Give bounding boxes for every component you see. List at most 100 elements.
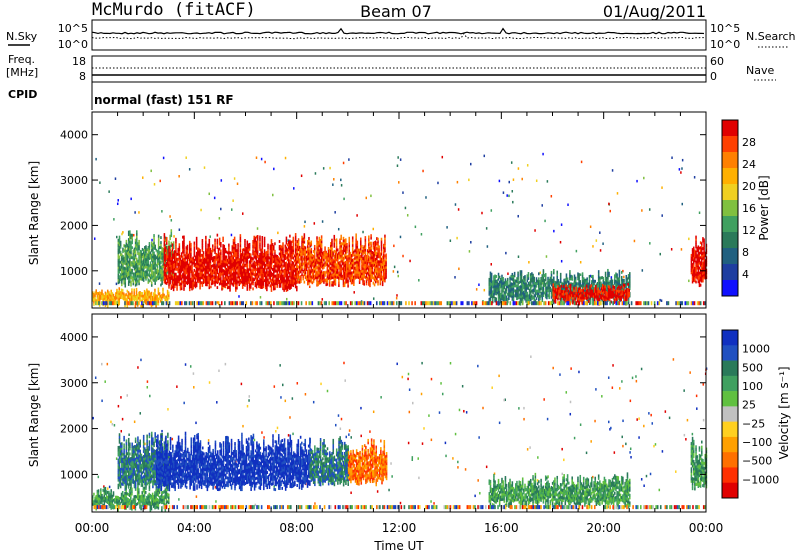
echo-cell — [270, 274, 273, 277]
echo-cell — [497, 275, 500, 279]
echo-cell — [511, 272, 514, 276]
echo-cell — [236, 261, 238, 265]
echo-cell — [550, 278, 553, 282]
echo-cell — [259, 260, 261, 264]
echo-cell — [368, 237, 370, 241]
echo-cell — [331, 251, 333, 255]
echo-cell — [325, 255, 327, 259]
echo-cell — [149, 276, 152, 280]
echo-cell — [346, 242, 348, 246]
echo-cell — [184, 284, 186, 288]
echo-cell — [323, 258, 325, 262]
echo-cell — [302, 240, 304, 243]
echo-cell — [541, 296, 544, 300]
echo-cell — [302, 277, 304, 281]
echo-cell — [118, 294, 121, 298]
freq-panel-frame — [91, 55, 707, 83]
echo-cell — [550, 288, 553, 292]
echo-cell — [319, 238, 322, 242]
echo-cell — [210, 254, 213, 258]
echo-cell — [205, 283, 207, 287]
echo-cell — [124, 257, 127, 261]
echo-cell — [300, 265, 302, 269]
echo-cell — [205, 270, 207, 274]
echo-cell — [284, 284, 287, 288]
echo-cell — [232, 263, 235, 267]
echo-cell — [277, 278, 280, 282]
echo-cell — [361, 277, 363, 281]
echo-cell — [350, 264, 353, 267]
echo-cell — [368, 235, 370, 239]
echo-cell — [285, 246, 288, 250]
echo-cell — [343, 264, 346, 268]
echo-cell — [228, 246, 230, 250]
echo-cell — [256, 279, 259, 283]
echo-cell — [125, 259, 128, 263]
echo-cell — [177, 265, 179, 269]
echo-cell — [503, 281, 506, 285]
echo-cell — [210, 277, 213, 281]
echo-cell — [334, 252, 337, 256]
echo-cell — [372, 264, 375, 268]
echo-cell — [102, 295, 104, 299]
echo-cell — [559, 280, 562, 284]
echo-cell — [202, 261, 205, 265]
echo-cell — [233, 261, 236, 265]
echo-cell — [163, 260, 166, 264]
echo-cell — [255, 280, 258, 284]
echo-cell — [276, 255, 279, 258]
echo-cell — [380, 247, 383, 251]
echo-cell — [222, 276, 224, 280]
echo-cell — [124, 282, 127, 286]
echo-cell — [509, 294, 511, 297]
echo-cell — [191, 280, 193, 283]
echo-cell — [153, 294, 155, 298]
echo-cell — [316, 283, 318, 287]
echo-cell — [217, 265, 220, 269]
echo-cell — [160, 241, 162, 245]
echo-cell — [144, 246, 146, 249]
echo-cell — [325, 253, 327, 257]
echo-cell — [289, 287, 291, 290]
echo-cell — [362, 277, 364, 280]
echo-cell — [251, 259, 253, 263]
echo-cell — [160, 278, 162, 282]
echo-cell — [214, 238, 216, 242]
echo-cell — [256, 267, 259, 271]
echo-cell — [115, 294, 117, 298]
echo-cell — [170, 262, 173, 265]
echo-cell — [235, 286, 237, 290]
echo-cell — [544, 295, 547, 299]
echo-cell — [211, 246, 214, 250]
echo-cell — [248, 277, 251, 281]
echo-cell — [316, 273, 318, 277]
echo-cell — [139, 274, 142, 278]
echo-cell — [595, 283, 598, 287]
echo-cell — [534, 291, 537, 295]
echo-cell — [573, 279, 576, 283]
echo-cell — [197, 247, 199, 251]
echo-cell — [106, 302, 109, 306]
echo-cell — [381, 255, 384, 259]
echo-cell — [157, 269, 160, 273]
echo-cell — [122, 262, 124, 266]
echo-cell — [321, 251, 324, 255]
echo-cell — [235, 283, 237, 287]
echo-cell — [270, 259, 273, 262]
echo-cell — [125, 298, 127, 302]
echo-cell — [226, 261, 229, 265]
echo-cell — [110, 297, 112, 301]
echo-cell — [203, 257, 206, 261]
echo-cell — [176, 262, 178, 266]
echo-cell — [517, 276, 519, 280]
echo-cell — [543, 281, 546, 285]
echo-cell — [359, 277, 362, 281]
echo-cell — [186, 247, 189, 251]
echo-speckle — [498, 179, 501, 183]
echo-cell — [515, 294, 517, 298]
echo-cell — [156, 302, 159, 306]
echo-cell — [604, 274, 607, 278]
echo-cell — [513, 274, 516, 278]
echo-cell — [513, 271, 516, 275]
echo-cell — [373, 248, 376, 252]
